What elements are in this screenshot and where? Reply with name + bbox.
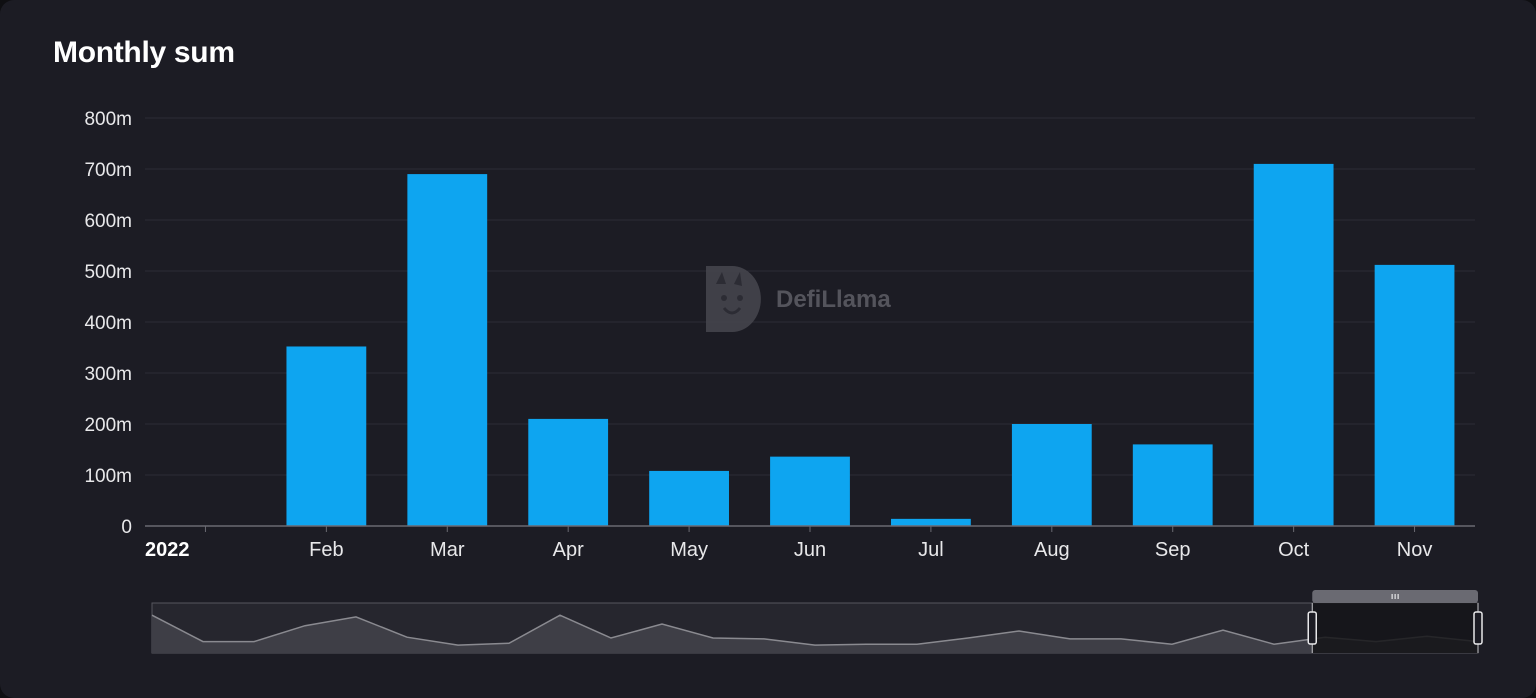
y-tick-label: 300m (84, 364, 132, 385)
slider-selected-window[interactable] (1312, 603, 1478, 653)
x-tick-label: Mar (430, 539, 465, 561)
bar[interactable] (1374, 264, 1455, 526)
y-tick-label: 0 (121, 517, 132, 538)
x-tick-label: Aug (1034, 539, 1070, 561)
y-tick-label: 500m (84, 262, 132, 283)
x-tick-label: Oct (1278, 539, 1310, 561)
x-tick-label: May (670, 539, 708, 561)
x-tick-label: Jun (794, 539, 826, 561)
y-tick-label: 200m (84, 415, 132, 436)
slider-handle[interactable] (1307, 611, 1317, 645)
bar[interactable] (1011, 424, 1092, 526)
y-tick-label: 600m (84, 211, 132, 232)
bar[interactable] (407, 174, 488, 526)
slider-overview-line (151, 614, 1479, 646)
y-tick-label: 400m (84, 313, 132, 334)
y-tick-label: 100m (84, 466, 132, 487)
grid-lines (145, 117, 1475, 476)
y-tick-label: 700m (84, 160, 132, 181)
x-axis: 2022 Feb Mar Apr May Jun Jul Aug Sep Oct Nov (145, 525, 1475, 561)
bars (286, 163, 1455, 526)
bar[interactable] (770, 456, 850, 526)
bar[interactable] (649, 470, 729, 526)
llama-logo-icon (706, 266, 761, 332)
bar[interactable] (1132, 444, 1213, 526)
y-axis: 0 100m 200m 300m 400m 500m 600m 700m 800m (84, 109, 132, 538)
x-tick-label: 2022 (145, 539, 190, 561)
bar[interactable] (891, 518, 971, 526)
x-tick-label: Jul (918, 539, 944, 561)
x-tick-label: Nov (1397, 539, 1433, 561)
slider-overview-area (152, 615, 1478, 653)
y-tick-label: 800m (84, 109, 132, 130)
x-tick-label: Sep (1155, 539, 1191, 561)
watermark: DefiLlama (706, 266, 891, 332)
slider-handle[interactable] (1473, 611, 1483, 645)
zoom-slider[interactable] (151, 590, 1483, 654)
x-tick-label: Apr (553, 539, 584, 561)
bar[interactable] (286, 346, 367, 526)
bar[interactable] (528, 418, 609, 526)
chart-title: Monthly sum (53, 36, 235, 69)
bar[interactable] (1253, 163, 1334, 526)
x-tick-label: Feb (309, 539, 343, 561)
watermark-text: DefiLlama (776, 286, 891, 313)
